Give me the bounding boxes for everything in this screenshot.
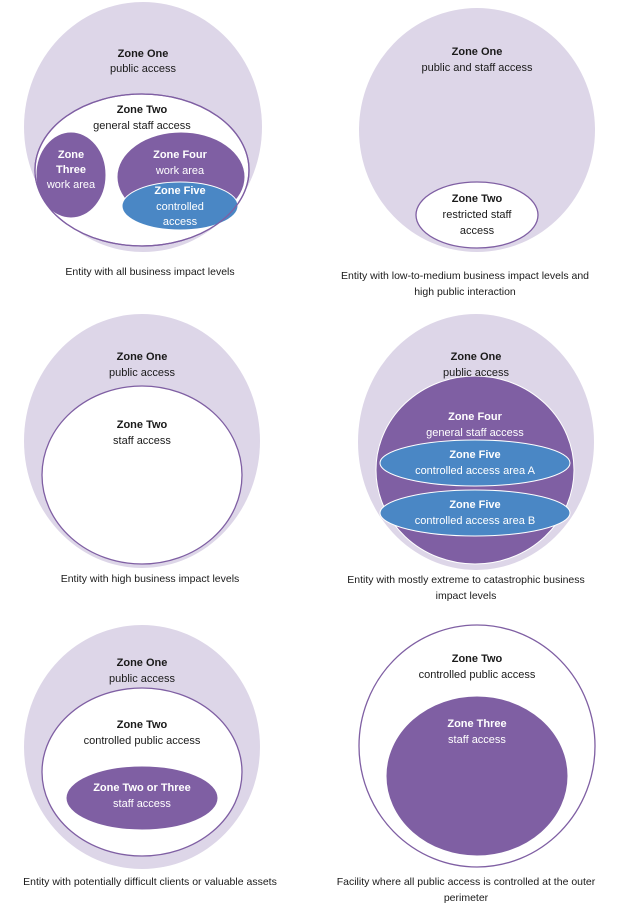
- zone-one-title: Zone One: [452, 46, 503, 58]
- diagram-controlled-perimeter: Zone Two controlled public access Zone T…: [337, 624, 596, 904]
- diagram-extreme-impact: Zone One public access Zone Four general…: [347, 314, 594, 602]
- zone-five-a-title: Zone Five: [449, 449, 500, 461]
- zone-two-subtitle: staff access: [113, 435, 171, 447]
- zone-two-or-three-area: [65, 765, 219, 831]
- diagram-caption-line2: impact levels: [436, 590, 497, 602]
- diagram-difficult-clients: Zone One public access Zone Two controll…: [23, 625, 277, 888]
- zone-four-title: Zone Four: [153, 149, 207, 161]
- diagram-low-medium-impact: Zone One public and staff access Zone Tw…: [341, 8, 595, 298]
- diagram-caption: Entity with all business impact levels: [65, 266, 234, 278]
- zone-one-subtitle: public and staff access: [421, 62, 533, 74]
- zone-three-area: [35, 131, 107, 219]
- zone-two-area: [41, 385, 243, 565]
- zone-one-title: Zone One: [117, 351, 168, 363]
- zone-three-title-line1: Zone: [58, 149, 84, 161]
- zone-four-subtitle: general staff access: [426, 427, 524, 439]
- zone-two-subtitle: controlled public access: [419, 669, 536, 681]
- zone-one-subtitle: public access: [443, 367, 510, 379]
- zone-one-title: Zone One: [117, 657, 168, 669]
- zone-two-title: Zone Two: [117, 719, 168, 731]
- zone-one-title: Zone One: [451, 351, 502, 363]
- diagram-caption-line1: Facility where all public access is cont…: [337, 876, 596, 888]
- zone-three-subtitle: staff access: [448, 734, 506, 746]
- diagram-caption: Entity with potentially difficult client…: [23, 876, 277, 888]
- zone-three-title-line2: Three: [56, 164, 86, 176]
- zone-one-subtitle: public access: [109, 673, 176, 685]
- diagram-high-impact: Zone One public access Zone Two staff ac…: [24, 314, 260, 585]
- zone-five-b-subtitle: controlled access area B: [415, 515, 535, 527]
- zone-two-outline: [34, 93, 250, 247]
- zone-four-subtitle: work area: [155, 165, 205, 177]
- zone-two-or-three-title: Zone Two or Three: [93, 782, 191, 794]
- zone-three-title: Zone Three: [447, 718, 506, 730]
- zone-five-b-title: Zone Five: [449, 499, 500, 511]
- zone-two-title: Zone Two: [452, 653, 503, 665]
- zone-two-title: Zone Two: [452, 193, 503, 205]
- zone-three-subtitle: work area: [46, 179, 96, 191]
- zone-one-subtitle: public access: [110, 63, 177, 75]
- zone-five-subtitle-line2: access: [163, 216, 198, 228]
- zone-five-title: Zone Five: [154, 185, 205, 197]
- zone-one-area: [359, 8, 595, 252]
- zone-two-or-three-subtitle: staff access: [113, 798, 171, 810]
- zone-two-subtitle: general staff access: [93, 120, 191, 132]
- diagram-caption-line2: high public interaction: [414, 286, 516, 298]
- zone-five-a-area: [379, 439, 571, 487]
- zone-two-subtitle-line1: restricted staff: [443, 209, 513, 221]
- zone-two-title: Zone Two: [117, 104, 168, 116]
- zone-five-area: [121, 181, 239, 231]
- diagram-caption-line1: Entity with mostly extreme to catastroph…: [347, 574, 585, 586]
- zone-five-b-area: [379, 489, 571, 537]
- zone-two-area: [415, 181, 539, 249]
- zone-two-subtitle-line2: access: [460, 225, 495, 237]
- diagram-caption-line1: Entity with low-to-medium business impac…: [341, 270, 589, 282]
- zone-two-subtitle: controlled public access: [84, 735, 201, 747]
- zone-four-title: Zone Four: [448, 411, 502, 423]
- zone-three-area: [385, 695, 569, 857]
- zone-two-title: Zone Two: [117, 419, 168, 431]
- zone-one-title: Zone One: [118, 48, 169, 60]
- diagram-caption: Entity with high business impact levels: [61, 573, 240, 585]
- diagram-all-impact-levels: Zone One public access Zone Two general …: [24, 2, 262, 278]
- diagram-caption-line2: perimeter: [444, 892, 489, 904]
- zone-one-subtitle: public access: [109, 367, 176, 379]
- zone-five-a-subtitle: controlled access area A: [415, 465, 536, 477]
- zone-five-subtitle-line1: controlled: [156, 201, 204, 213]
